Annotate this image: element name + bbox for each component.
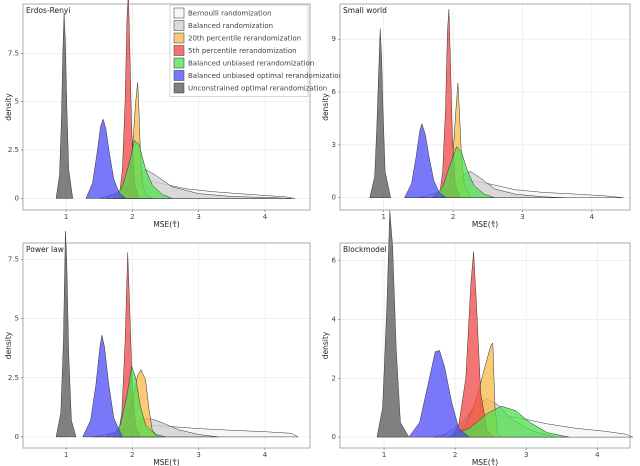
- x-tick-label: 4: [590, 213, 595, 221]
- y-tick-label: 2.5: [8, 146, 19, 154]
- legend-swatch: [173, 7, 185, 19]
- x-tick-label: 2: [451, 213, 455, 221]
- legend-swatch: [173, 82, 185, 94]
- y-tick-label: 6: [332, 257, 337, 265]
- x-axis-label: MSE(τ̂): [153, 220, 179, 229]
- y-tick-label: 9: [332, 35, 336, 43]
- panel-title: Erdos-Renyi: [26, 6, 70, 15]
- y-axis-label: density: [321, 93, 330, 121]
- x-tick-label: 2: [130, 213, 134, 221]
- y-tick-label: 0: [15, 194, 19, 202]
- legend-label: 20th percentile rerandomization: [188, 35, 301, 43]
- y-tick-label: 5: [15, 315, 19, 323]
- y-tick-label: 2.5: [8, 374, 19, 382]
- legend-box: [169, 4, 309, 97]
- x-axis-label: MSE(τ̂): [472, 458, 498, 466]
- x-tick-label: 1: [382, 451, 386, 459]
- x-tick-label: 4: [263, 451, 268, 459]
- x-tick-label: 1: [64, 451, 68, 459]
- density-area: [447, 405, 569, 438]
- x-tick-label: 3: [196, 451, 200, 459]
- y-axis-label: density: [4, 93, 13, 121]
- density-area: [408, 350, 471, 438]
- y-tick-label: 0: [332, 194, 336, 202]
- density-area: [111, 139, 173, 199]
- x-tick-label: 3: [524, 451, 528, 459]
- y-axis-label: density: [4, 331, 13, 359]
- density-area: [112, 365, 166, 438]
- legend-swatch: [173, 20, 185, 31]
- x-tick-label: 2: [130, 451, 134, 459]
- density-area: [55, 12, 73, 199]
- density-area: [431, 146, 495, 198]
- density-area: [404, 122, 447, 198]
- density-area: [376, 210, 410, 438]
- density-area: [85, 118, 127, 199]
- x-axis-label: MSE(τ̂): [472, 220, 498, 229]
- y-tick-label: 5: [15, 98, 19, 106]
- panel-title: Small world: [343, 6, 387, 15]
- panel-title: Blockmodel: [343, 245, 387, 254]
- legend-label: Balanced randomization: [188, 22, 273, 30]
- density-area: [82, 335, 123, 438]
- plot-border: [22, 3, 311, 211]
- plot-border: [22, 242, 311, 449]
- density-area: [369, 28, 391, 198]
- legend-label: Unconstrained optimal rerandomization: [188, 85, 327, 93]
- legend-swatch: [173, 70, 185, 81]
- x-tick-label: 2: [453, 451, 457, 459]
- legend-swatch: [173, 45, 185, 56]
- x-tick-label: 4: [263, 213, 268, 221]
- plot-border: [339, 3, 631, 211]
- y-tick-label: 2: [332, 374, 336, 382]
- legend-swatch: [173, 57, 185, 69]
- x-tick-label: 4: [595, 451, 600, 459]
- x-tick-label: 3: [520, 213, 524, 221]
- x-axis-label: MSE(τ̂): [153, 458, 179, 466]
- x-tick-label: 1: [64, 213, 68, 221]
- y-tick-label: 0: [15, 433, 19, 441]
- legend-swatch: [173, 32, 185, 44]
- panel-title: Power law: [26, 245, 64, 254]
- y-tick-label: 4: [332, 315, 337, 323]
- y-tick-label: 6: [332, 88, 337, 96]
- density-area: [55, 231, 77, 438]
- y-tick-label: 0: [332, 433, 336, 441]
- y-axis-label: density: [321, 331, 330, 359]
- y-tick-label: 3: [332, 141, 336, 149]
- legend-label: Balanced unbiased rerandomization: [188, 60, 314, 68]
- legend-label: 5th percentile rerandomization: [188, 47, 297, 55]
- y-tick-label: 7.5: [8, 256, 19, 264]
- legend-label: Balanced unbiased optimal rerandomizatio…: [188, 72, 343, 80]
- x-tick-label: 3: [196, 213, 200, 221]
- x-tick-label: 1: [381, 213, 385, 221]
- plot-background: [340, 4, 630, 210]
- legend-label: Bernoulli randomization: [188, 10, 272, 18]
- y-tick-label: 7.5: [8, 49, 19, 57]
- plot-border: [339, 242, 631, 449]
